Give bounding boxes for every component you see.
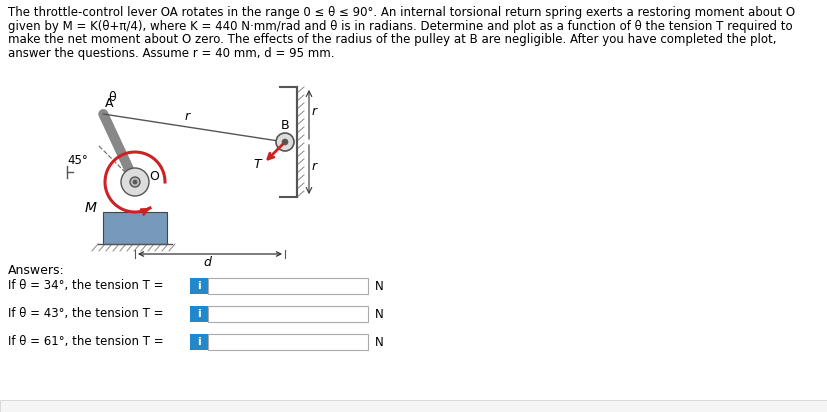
Circle shape <box>282 139 288 145</box>
Bar <box>0 400 827 412</box>
Text: N: N <box>375 335 383 349</box>
Text: The throttle-control lever OA rotates in the range 0 ≤ θ ≤ 90°. An internal tors: The throttle-control lever OA rotates in… <box>8 6 794 19</box>
Text: r: r <box>312 105 317 117</box>
Bar <box>189 334 208 350</box>
Bar <box>208 278 367 294</box>
Text: i: i <box>197 281 201 291</box>
Text: given by M = K(θ+π/4), where K = 440 N·mm/rad and θ is in radians. Determine and: given by M = K(θ+π/4), where K = 440 N·m… <box>8 19 791 33</box>
Text: answer the questions. Assume r = 40 mm, d = 95 mm.: answer the questions. Assume r = 40 mm, … <box>8 47 334 59</box>
Bar <box>189 278 208 294</box>
Text: Answers:: Answers: <box>8 264 65 277</box>
Text: r: r <box>184 110 189 123</box>
Text: d: d <box>203 256 211 269</box>
Circle shape <box>130 177 140 187</box>
Text: B: B <box>280 119 289 132</box>
Text: r: r <box>312 159 317 173</box>
Bar <box>208 306 367 322</box>
Text: θ: θ <box>108 91 116 104</box>
Text: i: i <box>197 309 201 319</box>
Text: If θ = 43°, the tension T =: If θ = 43°, the tension T = <box>8 307 167 321</box>
Circle shape <box>133 180 136 184</box>
Text: make the net moment about O zero. The effects of the radius of the pulley at B a: make the net moment about O zero. The ef… <box>8 33 776 46</box>
Text: T: T <box>254 158 261 171</box>
Text: A: A <box>105 97 113 110</box>
Bar <box>208 334 367 350</box>
Bar <box>189 306 208 322</box>
Text: N: N <box>375 279 383 293</box>
Text: i: i <box>197 337 201 347</box>
Text: If θ = 34°, the tension T =: If θ = 34°, the tension T = <box>8 279 167 293</box>
Circle shape <box>275 133 294 151</box>
Text: 45°: 45° <box>67 154 88 167</box>
Text: O: O <box>149 170 159 183</box>
Bar <box>103 212 167 244</box>
Text: M: M <box>85 201 97 215</box>
Circle shape <box>121 168 149 196</box>
Text: N: N <box>375 307 383 321</box>
Text: If θ = 61°, the tension T =: If θ = 61°, the tension T = <box>8 335 167 349</box>
